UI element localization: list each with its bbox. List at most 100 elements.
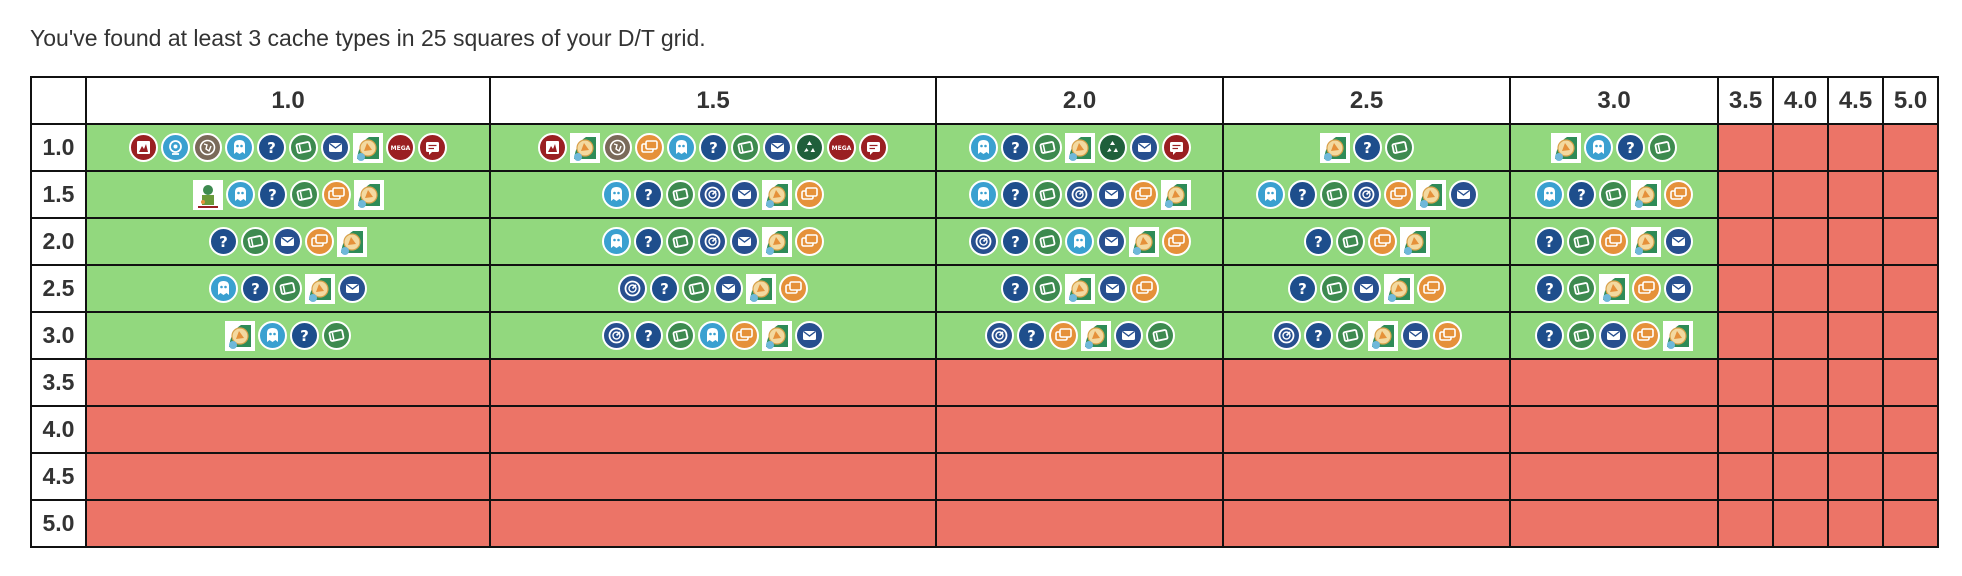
grid-cell-empty[interactable] bbox=[1827, 452, 1884, 501]
grid-cell-found[interactable]: ? bbox=[935, 311, 1224, 360]
cito-icon[interactable] bbox=[1599, 321, 1628, 350]
grid-cell-found[interactable]: ? bbox=[85, 217, 491, 266]
mystery-icon[interactable]: ? bbox=[1535, 274, 1564, 303]
mystery-icon[interactable]: ? bbox=[1287, 180, 1317, 209]
grid-cell-empty[interactable] bbox=[1717, 358, 1774, 407]
mystery-icon[interactable]: ? bbox=[1000, 227, 1030, 256]
grid-cell-found[interactable]: ? bbox=[1222, 123, 1511, 172]
cito-icon[interactable] bbox=[321, 133, 350, 162]
cito-green-icon[interactable] bbox=[795, 133, 824, 162]
wherigo-icon[interactable] bbox=[1599, 273, 1629, 304]
cito-icon[interactable] bbox=[795, 321, 824, 350]
grid-cell-found[interactable]: ? bbox=[85, 311, 491, 360]
multi-icon[interactable] bbox=[1631, 321, 1660, 350]
traditional-icon[interactable] bbox=[1032, 180, 1062, 209]
grid-cell-empty[interactable] bbox=[85, 405, 491, 454]
multi-icon[interactable] bbox=[730, 321, 759, 350]
cito-icon[interactable] bbox=[1129, 133, 1159, 162]
grid-cell-empty[interactable] bbox=[1882, 452, 1939, 501]
mega-event-icon[interactable]: MEGA bbox=[827, 133, 856, 162]
traditional-icon[interactable] bbox=[682, 274, 711, 303]
grid-cell-found[interactable]: ? bbox=[935, 217, 1224, 266]
mystery-icon[interactable]: ? bbox=[699, 133, 728, 162]
letterbox-icon[interactable] bbox=[1584, 133, 1613, 162]
mystery-icon[interactable]: ? bbox=[1535, 321, 1564, 350]
gps-adventures-icon[interactable] bbox=[1064, 180, 1094, 209]
multi-icon[interactable] bbox=[1416, 274, 1446, 303]
cito-icon[interactable] bbox=[1351, 274, 1381, 303]
traditional-icon[interactable] bbox=[273, 274, 302, 303]
grid-cell-empty[interactable] bbox=[1827, 311, 1884, 360]
cito-icon[interactable] bbox=[1664, 274, 1693, 303]
multi-icon[interactable] bbox=[1664, 180, 1693, 209]
grid-cell-found[interactable]: ? bbox=[1509, 217, 1719, 266]
letterbox-icon[interactable] bbox=[968, 133, 998, 162]
event-icon[interactable] bbox=[418, 133, 447, 162]
grid-cell-found[interactable]: ? bbox=[489, 217, 937, 266]
cito-icon[interactable] bbox=[1664, 227, 1693, 256]
wherigo-icon[interactable] bbox=[762, 179, 792, 210]
letterbox-icon[interactable] bbox=[209, 274, 238, 303]
traditional-icon[interactable] bbox=[1032, 133, 1062, 162]
mystery-icon[interactable]: ? bbox=[241, 274, 270, 303]
traditional-icon[interactable] bbox=[1319, 180, 1349, 209]
traditional-icon[interactable] bbox=[666, 227, 695, 256]
traditional-icon[interactable] bbox=[1032, 274, 1062, 303]
benchmark-icon[interactable] bbox=[192, 179, 223, 210]
letterbox-icon[interactable] bbox=[1255, 180, 1285, 209]
grid-cell-found[interactable]: ? bbox=[1509, 264, 1719, 313]
mystery-icon[interactable]: ? bbox=[1000, 133, 1030, 162]
traditional-icon[interactable] bbox=[1599, 180, 1628, 209]
grid-cell-found[interactable]: ? bbox=[935, 123, 1224, 172]
grid-cell-found[interactable]: ? bbox=[489, 311, 937, 360]
mystery-icon[interactable]: ? bbox=[290, 321, 319, 350]
traditional-icon[interactable] bbox=[1384, 133, 1414, 162]
wherigo-icon[interactable] bbox=[746, 273, 776, 304]
mystery-icon[interactable]: ? bbox=[634, 227, 663, 256]
grid-cell-empty[interactable] bbox=[1772, 452, 1829, 501]
virtual-icon[interactable] bbox=[193, 133, 222, 162]
gps-adventures-icon[interactable] bbox=[984, 321, 1014, 350]
event-icon[interactable] bbox=[859, 133, 888, 162]
mystery-icon[interactable]: ? bbox=[1535, 227, 1564, 256]
letterbox-icon[interactable] bbox=[225, 180, 255, 209]
multi-icon[interactable] bbox=[795, 180, 824, 209]
wherigo-icon[interactable] bbox=[762, 226, 792, 257]
multi-icon[interactable] bbox=[1383, 180, 1413, 209]
mystery-icon[interactable]: ? bbox=[257, 180, 287, 209]
grid-cell-empty[interactable] bbox=[489, 499, 937, 548]
wherigo-icon[interactable] bbox=[1631, 226, 1661, 257]
grid-cell-found[interactable]: ? MEGA bbox=[489, 123, 937, 172]
grid-cell-empty[interactable] bbox=[1882, 217, 1939, 266]
cito-icon[interactable] bbox=[1400, 321, 1430, 350]
letterbox-icon[interactable] bbox=[968, 180, 998, 209]
letterbox-icon[interactable] bbox=[667, 133, 696, 162]
mystery-icon[interactable]: ? bbox=[1016, 321, 1046, 350]
traditional-icon[interactable] bbox=[666, 180, 695, 209]
grid-cell-found[interactable]: ? bbox=[1222, 311, 1511, 360]
virtual-icon[interactable] bbox=[603, 133, 632, 162]
gps-adventures-icon[interactable] bbox=[968, 227, 998, 256]
traditional-icon[interactable] bbox=[1319, 274, 1349, 303]
wherigo-icon[interactable] bbox=[1367, 320, 1398, 351]
gps-adventures-icon[interactable] bbox=[618, 274, 647, 303]
traditional-icon[interactable] bbox=[1145, 321, 1175, 350]
grid-cell-empty[interactable] bbox=[1827, 264, 1884, 313]
cito-icon[interactable] bbox=[1097, 274, 1127, 303]
wherigo-icon[interactable] bbox=[1415, 179, 1446, 210]
grid-cell-empty[interactable] bbox=[1772, 123, 1829, 172]
letterbox-icon[interactable] bbox=[1535, 180, 1564, 209]
traditional-icon[interactable] bbox=[1567, 274, 1596, 303]
multi-icon[interactable] bbox=[1599, 227, 1628, 256]
wherigo-icon[interactable] bbox=[353, 132, 383, 163]
traditional-icon[interactable] bbox=[731, 133, 760, 162]
grid-cell-empty[interactable] bbox=[85, 358, 491, 407]
grid-cell-empty[interactable] bbox=[1772, 170, 1829, 219]
grid-cell-empty[interactable] bbox=[1827, 123, 1884, 172]
grid-cell-empty[interactable] bbox=[1827, 217, 1884, 266]
letterbox-icon[interactable] bbox=[698, 321, 727, 350]
cito-icon[interactable] bbox=[730, 227, 759, 256]
grid-cell-empty[interactable] bbox=[1882, 264, 1939, 313]
wherigo-icon[interactable] bbox=[305, 273, 335, 304]
cito-icon[interactable] bbox=[273, 227, 302, 256]
